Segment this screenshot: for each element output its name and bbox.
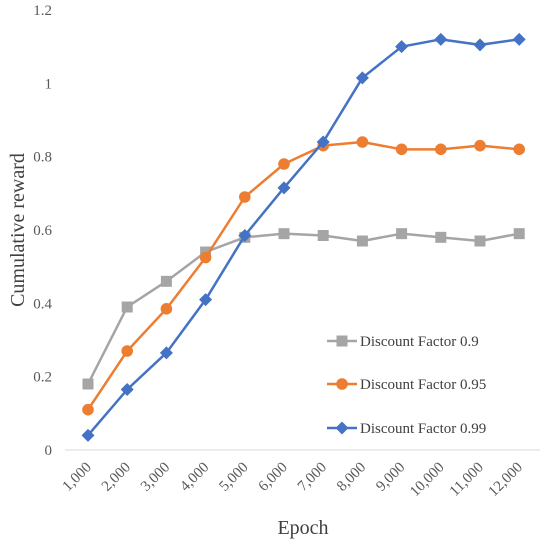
series-line	[86, 232, 520, 385]
legend-entry: Discount Factor 0.99	[327, 421, 486, 437]
data-point	[81, 428, 95, 442]
data-point	[356, 136, 369, 148]
legend-label: Discount Factor 0.9	[360, 334, 479, 350]
data-point	[120, 383, 134, 396]
x-tick-label: 12,000	[486, 460, 526, 500]
legend-swatch-marker	[335, 421, 349, 435]
x-axis-ticks: 1,000 2,000 3,000 4,000 5,000 6,000 7,000 8,000…	[60, 460, 526, 500]
data-point	[121, 301, 133, 313]
x-axis-title: Epoch	[277, 517, 328, 539]
data-point	[121, 345, 133, 357]
legend-swatch-marker	[336, 335, 348, 347]
data-point	[160, 275, 172, 287]
legend-label: Discount Factor 0.95	[360, 377, 486, 393]
x-tick-label: 9,000	[373, 460, 408, 495]
x-tick-label: 5,000	[216, 460, 251, 495]
data-point	[199, 251, 212, 264]
data-point	[513, 143, 525, 156]
series-3	[81, 32, 526, 442]
y-axis-ticks: 0 0.2 0.4 0.6 0.8 1 1.2	[33, 3, 52, 459]
x-tick-label: 4,000	[177, 460, 212, 495]
x-tick-label: 10,000	[407, 460, 447, 500]
data-point	[434, 32, 448, 46]
y-tick-label: 0.6	[33, 223, 52, 239]
x-tick-label: 11,000	[447, 460, 487, 500]
y-tick-label: 0.8	[33, 150, 52, 166]
y-tick-label: 0	[45, 443, 53, 459]
x-tick-label: 7,000	[295, 460, 330, 495]
legend-swatch-marker	[336, 378, 348, 390]
data-point	[512, 32, 526, 46]
x-tick-label: 3,000	[138, 460, 173, 495]
y-axis-title: Cumulative reward	[7, 153, 29, 307]
legend-entry: Discount Factor 0.95	[327, 377, 486, 393]
y-tick-label: 1.2	[33, 3, 52, 19]
data-point	[473, 38, 487, 52]
series-line	[86, 140, 520, 411]
x-tick-label: 2,000	[99, 460, 134, 495]
data-point	[278, 158, 290, 170]
data-point	[474, 139, 486, 152]
legend: Discount Factor 0.9 Discount Factor 0.95 D…	[327, 334, 486, 437]
data-point	[395, 143, 408, 156]
data-point	[474, 235, 486, 247]
data-point	[317, 230, 329, 241]
data-point	[395, 40, 409, 54]
series-2	[82, 136, 525, 416]
data-point	[238, 229, 252, 242]
data-point	[396, 228, 408, 240]
x-tick-label: 8,000	[334, 460, 369, 495]
data-point	[159, 346, 173, 360]
data-point	[435, 143, 447, 156]
data-point	[355, 71, 369, 85]
data-point	[82, 378, 94, 390]
y-tick-label: 0.4	[33, 296, 52, 312]
x-tick-label: 6,000	[256, 460, 291, 495]
legend-entry: Discount Factor 0.9	[327, 334, 479, 350]
data-point	[513, 228, 525, 240]
data-point	[160, 303, 173, 315]
data-point	[435, 231, 447, 243]
data-point	[278, 228, 290, 240]
data-point	[239, 191, 251, 203]
data-point	[356, 235, 368, 247]
data-point	[277, 181, 291, 195]
series-layer	[81, 32, 526, 442]
data-point	[316, 135, 330, 149]
series-line	[87, 38, 520, 437]
data-point	[82, 403, 94, 416]
y-tick-label: 1	[45, 76, 53, 92]
x-tick-label: 1,000	[60, 460, 95, 495]
series-1	[82, 228, 525, 390]
data-point	[199, 293, 213, 307]
legend-label: Discount Factor 0.99	[360, 421, 486, 437]
y-tick-label: 0.2	[33, 370, 52, 386]
